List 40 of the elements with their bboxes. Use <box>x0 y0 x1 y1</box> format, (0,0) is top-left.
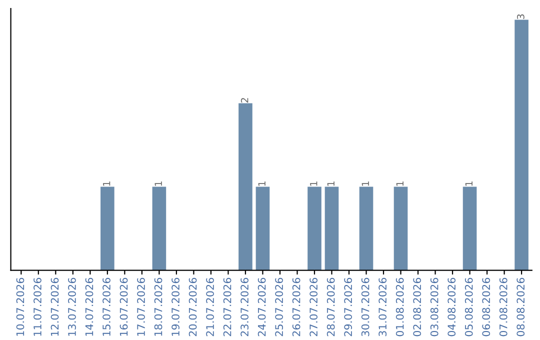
data-label: 1 <box>362 182 369 186</box>
x-tick-label: 01.08.2026 <box>396 278 404 336</box>
x-tick-label: 26.07.2026 <box>292 278 300 336</box>
x-tick-label: 15.07.2026 <box>102 278 110 336</box>
x-tick-label: 02.08.2026 <box>413 278 422 336</box>
x-tick-label: 12.07.2026 <box>50 278 59 336</box>
data-label: 2 <box>240 98 248 103</box>
x-tick-label: 06.08.2026 <box>482 278 490 336</box>
x-tick-label: 18.07.2026 <box>154 278 162 336</box>
x-tick-label: 14.07.2026 <box>85 278 94 336</box>
data-label: 1 <box>310 182 318 186</box>
x-tick-label: 16.07.2026 <box>120 278 128 336</box>
data-label: 1 <box>465 182 472 186</box>
data-label: 1 <box>327 182 334 186</box>
x-tick-label: 28.07.2026 <box>326 278 335 336</box>
x-tick-label: 25.07.2026 <box>275 278 283 336</box>
x-tick-label: 07.08.2026 <box>499 278 508 336</box>
data-label: 1 <box>154 182 162 186</box>
x-tick-label: 19.07.2026 <box>172 278 180 336</box>
x-tick-label: 24.07.2026 <box>258 278 266 336</box>
data-label: 1 <box>396 182 404 186</box>
x-tick-label: 13.07.2026 <box>68 278 76 336</box>
x-tick-label: 05.08.2026 <box>464 278 473 336</box>
x-tick-label: 10.07.2026 <box>16 278 24 336</box>
data-label: 3 <box>517 14 524 20</box>
x-tick-label: 21.07.2026 <box>206 278 214 336</box>
x-tick-label: 30.07.2026 <box>361 278 370 336</box>
x-tick-label: 23.07.2026 <box>240 278 248 336</box>
x-tick-label: 04.08.2026 <box>448 278 456 336</box>
x-tick-label: 31.07.2026 <box>378 278 387 336</box>
x-tick-label: 08.08.2026 <box>516 278 525 336</box>
x-tick-label: 22.07.2026 <box>223 278 232 336</box>
x-tick-label: 27.07.2026 <box>310 278 318 336</box>
x-tick-label: 20.07.2026 <box>188 278 197 336</box>
data-label: 1 <box>103 182 110 186</box>
x-tick-label: 11.07.2026 <box>34 278 42 336</box>
x-tick-label: 29.07.2026 <box>344 278 352 336</box>
x-tick-label: 17.07.2026 <box>137 278 145 336</box>
data-label: 1 <box>258 182 266 186</box>
x-tick-label: 03.08.2026 <box>430 278 438 336</box>
